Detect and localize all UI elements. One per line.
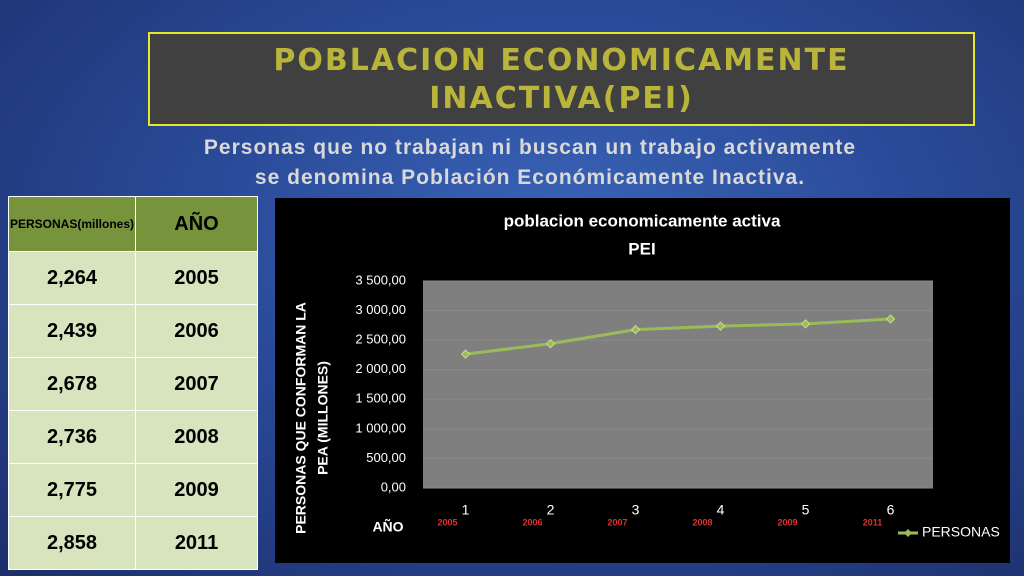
table-cell: 2,736	[7, 410, 137, 464]
x-tick-label: 4	[717, 502, 725, 518]
chart-title: PEI	[628, 239, 655, 258]
title-line: INACTIVA(PEI)	[429, 81, 694, 116]
table-cell: 2009	[135, 463, 258, 517]
y-axis-label: PERSONAS QUE CONFORMAN LA	[293, 302, 309, 534]
data-point	[545, 339, 556, 349]
data-point	[715, 321, 726, 331]
legend-label: PERSONAS	[922, 524, 1000, 540]
subtitle-line: se denomina Población Económicamente Ina…	[254, 166, 806, 189]
y-axis-label: PEA (MILLONES)	[315, 361, 331, 475]
table-cell: 2,858	[7, 516, 137, 570]
table-cell: 2007	[135, 357, 258, 411]
table-cell: 2,775	[7, 463, 137, 517]
table-cell: 2008	[135, 410, 258, 464]
series-line	[465, 317, 891, 356]
header-cell: AÑO	[135, 196, 258, 252]
table-cell: 2011	[135, 516, 258, 570]
table-row: 2,858 2011	[7, 516, 258, 570]
data-point	[800, 319, 811, 329]
header-row: PERSONAS(millones) AÑO	[7, 196, 258, 252]
table-cell: 2,264	[7, 251, 137, 305]
x-axis-label: AÑO	[372, 518, 403, 535]
category-note: 2005	[437, 517, 457, 527]
category-note: 2011	[863, 517, 883, 527]
x-tick-label: 1	[462, 502, 470, 518]
y-tick-label: 3 000,00	[355, 302, 406, 317]
data-point	[885, 314, 896, 324]
y-tick-label: 0,00	[381, 479, 406, 494]
table-row: 2,264 2005	[7, 251, 258, 305]
category-note: 2007	[607, 517, 627, 527]
table-cell: 2,439	[7, 304, 137, 358]
legend-marker	[904, 529, 912, 537]
title-line: POBLACION ECONOMICAMENTE	[273, 43, 850, 78]
table-row: 2,736 2008	[7, 410, 258, 464]
chart-title: poblacion economicamente activa	[504, 211, 781, 230]
table-cell: 2,678	[7, 357, 137, 411]
y-tick-label: 500,00	[366, 450, 406, 465]
table-row: 2,775 2009	[7, 463, 258, 517]
y-tick-label: 3 500,00	[355, 272, 406, 287]
x-tick-label: 3	[632, 502, 640, 518]
x-tick-label: 2	[547, 502, 555, 518]
plot-area	[423, 281, 933, 488]
y-tick-label: 2 000,00	[355, 361, 406, 376]
y-tick-label: 1 500,00	[355, 391, 406, 406]
data-point	[630, 324, 641, 335]
title-box: POBLACION ECONOMICAMENTE INACTIVA(PEI)	[148, 32, 975, 126]
subtitle-line: Personas que no trabajan ni buscan un tr…	[203, 136, 857, 159]
y-tick-label: 2 500,00	[355, 332, 406, 347]
data-table: PERSONAS(millones) AÑO 2,264 2005 2,439 2006 2…	[7, 196, 258, 570]
table-cell: 2006	[135, 304, 258, 358]
category-note: 2006	[522, 517, 542, 527]
table-row: 2,678 2007	[7, 357, 258, 411]
table-row: 2,439 2006	[7, 304, 258, 358]
x-tick-label: 5	[802, 502, 810, 518]
data-point	[460, 349, 471, 359]
y-tick-label: 1 000,00	[355, 420, 406, 435]
category-note: 2008	[692, 517, 712, 527]
x-tick-label: 6	[887, 502, 895, 518]
table-cell: 2005	[135, 251, 258, 305]
category-note: 2009	[777, 517, 797, 527]
